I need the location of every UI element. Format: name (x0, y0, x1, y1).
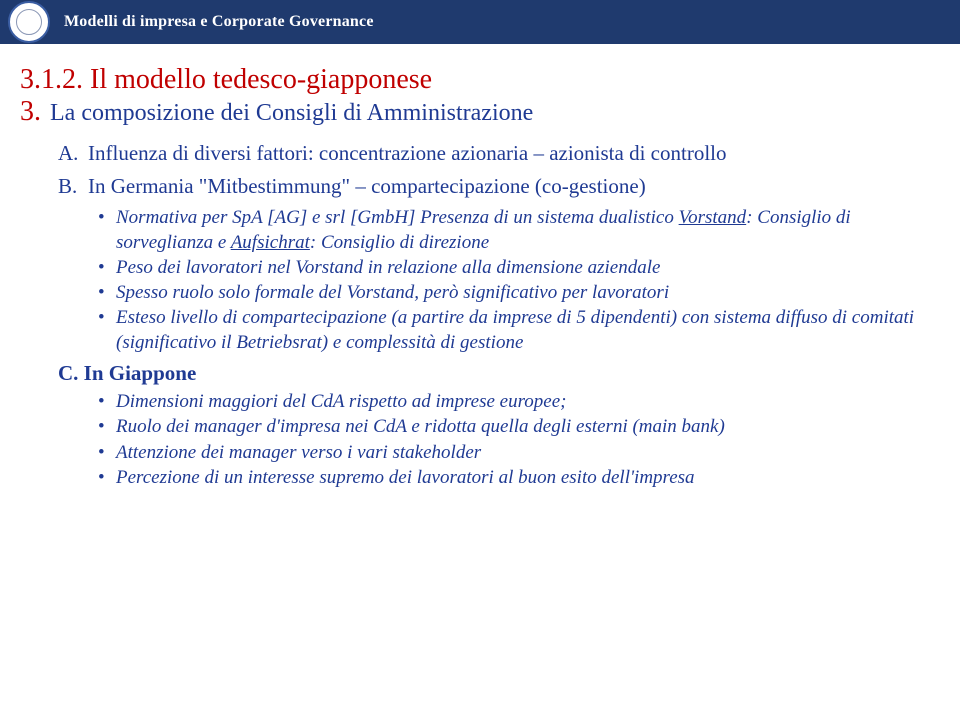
bullet-text: Peso dei lavoratori nel Vorstand in rela… (116, 256, 932, 280)
item-B: B. In Germania "Mitbestimmung" – compart… (58, 173, 932, 200)
list-item: • Attenzione dei manager verso i vari st… (98, 441, 932, 465)
bullet-icon: • (98, 390, 116, 414)
bullet-icon: • (98, 281, 116, 305)
item-A-label: A. (58, 140, 88, 167)
item-B-bullets: • Normativa per SpA [AG] e srl [GmbH] Pr… (98, 206, 932, 355)
sub-number: 3. (20, 98, 50, 126)
bullet-text: Percezione di un interesse supremo dei l… (116, 466, 932, 490)
sub-title: La composizione dei Consigli di Amminist… (50, 100, 533, 128)
bullet-text: Attenzione dei manager verso i vari stak… (116, 441, 932, 465)
item-B-label: B. (58, 173, 88, 200)
bullet-icon: • (98, 415, 116, 439)
bullet-text: Ruolo dei manager d'impresa nei CdA e ri… (116, 415, 932, 439)
bullet-icon: • (98, 206, 116, 230)
bullet-icon: • (98, 256, 116, 280)
list-item: • Dimensioni maggiori del CdA rispetto a… (98, 390, 932, 414)
seal-inner-icon (16, 9, 42, 35)
slide-content: 3.1.2. Il modello tedesco-giapponese 3. … (0, 44, 960, 490)
b1-u2: Aufsichrat (231, 232, 310, 253)
list-item: • Normativa per SpA [AG] e srl [GmbH] Pr… (98, 206, 932, 255)
b1-post: : Consiglio di direzione (310, 232, 489, 253)
bullet-text: Normativa per SpA [AG] e srl [GmbH] Pres… (116, 206, 932, 255)
main-heading: 3.1.2. Il modello tedesco-giapponese (20, 64, 932, 96)
item-A: A. Influenza di diversi fattori: concent… (58, 140, 932, 167)
item-C-label: C. In Giappone (58, 361, 932, 386)
bullet-icon: • (98, 466, 116, 490)
item-B-text: In Germania "Mitbestimmung" – comparteci… (88, 173, 646, 200)
list-item: • Ruolo dei manager d'impresa nei CdA e … (98, 415, 932, 439)
list-item: • Esteso livello di compartecipazione (a… (98, 306, 932, 355)
item-C-bullets: • Dimensioni maggiori del CdA rispetto a… (98, 390, 932, 490)
bullet-text: Dimensioni maggiori del CdA rispetto ad … (116, 390, 932, 414)
list-item: • Percezione di un interesse supremo dei… (98, 466, 932, 490)
list-item: • Spesso ruolo solo formale del Vorstand… (98, 281, 932, 305)
bullet-icon: • (98, 306, 116, 330)
seal-logo (8, 1, 50, 43)
list-item: • Peso dei lavoratori nel Vorstand in re… (98, 256, 932, 280)
bullet-icon: • (98, 441, 116, 465)
bullet-text: Esteso livello di compartecipazione (a p… (116, 306, 932, 355)
b1-pre: Normativa per SpA [AG] e srl [GmbH] Pres… (116, 207, 679, 228)
b1-u1: Vorstand (679, 207, 747, 228)
sub-heading-row: 3. La composizione dei Consigli di Ammin… (20, 98, 932, 128)
header-title: Modelli di impresa e Corporate Governanc… (64, 13, 374, 31)
item-A-text: Influenza di diversi fattori: concentraz… (88, 140, 727, 167)
bullet-text: Spesso ruolo solo formale del Vorstand, … (116, 281, 932, 305)
header-bar: Modelli di impresa e Corporate Governanc… (0, 0, 960, 44)
